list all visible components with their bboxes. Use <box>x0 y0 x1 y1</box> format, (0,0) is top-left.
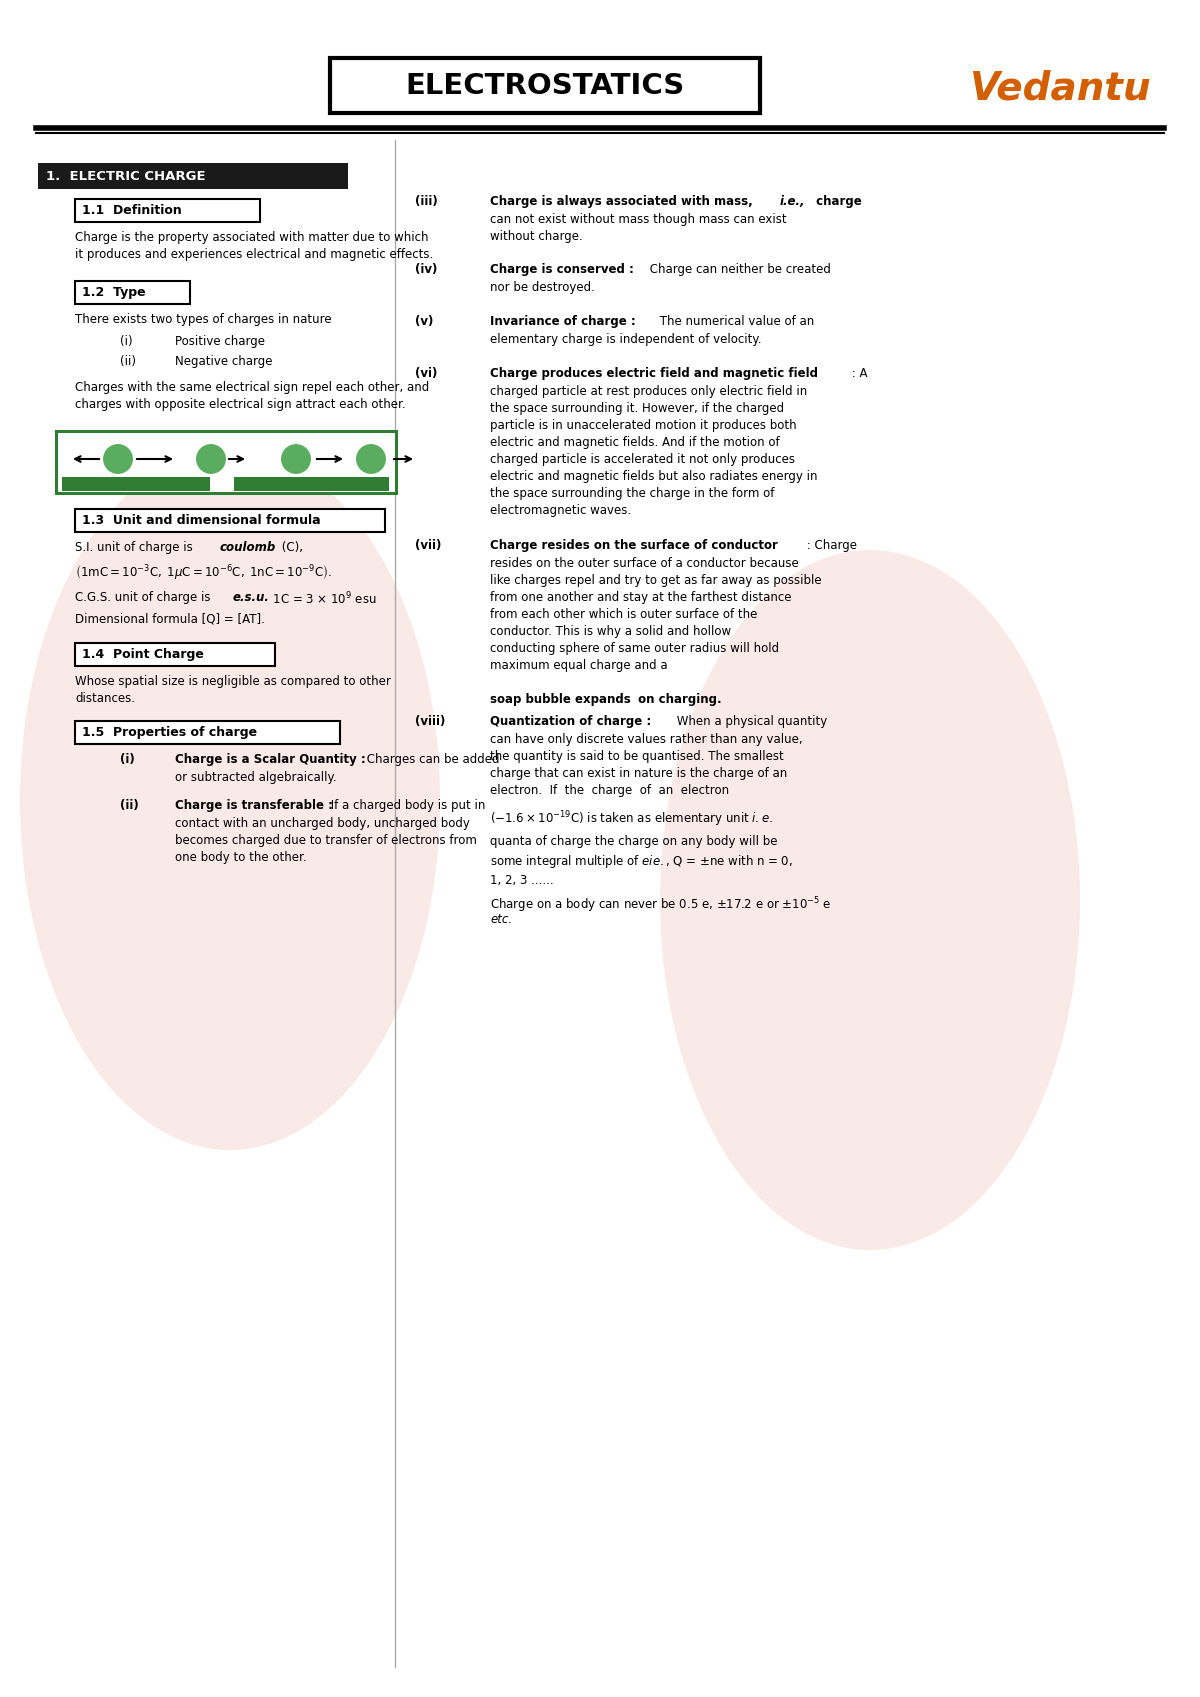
Circle shape <box>194 443 227 475</box>
Circle shape <box>355 443 386 475</box>
Text: Charge is a Scalar Quantity :: Charge is a Scalar Quantity : <box>175 753 366 765</box>
Text: C.G.S. unit of charge is: C.G.S. unit of charge is <box>74 591 215 604</box>
Text: S.I. unit of charge is: S.I. unit of charge is <box>74 541 197 553</box>
FancyBboxPatch shape <box>56 431 396 494</box>
Text: or subtracted algebraically.: or subtracted algebraically. <box>175 770 337 784</box>
Text: ELECTROSTATICS: ELECTROSTATICS <box>406 71 685 100</box>
Text: Charge on a body can never be 0.5 e, $\pm$17.2 e or $\pm10^{-5}$ e: Charge on a body can never be 0.5 e, $\p… <box>490 894 832 915</box>
Text: Charge resides on the surface of conductor: Charge resides on the surface of conduct… <box>490 540 778 552</box>
Text: (i): (i) <box>120 753 134 765</box>
Text: +: + <box>112 451 125 467</box>
Text: $\left(1\mathrm{mC}=10^{-3}\mathrm{C},\;1\mu\mathrm{C}=10^{-6}\mathrm{C},\;1\mat: $\left(1\mathrm{mC}=10^{-3}\mathrm{C},\;… <box>74 563 332 582</box>
Text: (i): (i) <box>120 334 133 348</box>
Ellipse shape <box>660 550 1080 1251</box>
Text: 1.4  Point Charge: 1.4 Point Charge <box>82 648 204 662</box>
Text: on charging.: on charging. <box>634 692 721 706</box>
Text: There exists two types of charges in nature: There exists two types of charges in nat… <box>74 312 331 326</box>
Text: etc.: etc. <box>490 913 512 927</box>
Text: $\left(-1.6\times10^{-19}\mathrm{C}\right)$ is taken as elementary unit $i.e.$: $\left(-1.6\times10^{-19}\mathrm{C}\righ… <box>490 809 773 828</box>
Text: charge: charge <box>812 195 862 209</box>
Text: The numerical value of an: The numerical value of an <box>656 316 815 328</box>
Text: (v): (v) <box>415 316 433 328</box>
Text: Charge is the property associated with matter due to which
it produces and exper: Charge is the property associated with m… <box>74 231 433 261</box>
Text: (ii): (ii) <box>120 355 136 368</box>
FancyBboxPatch shape <box>38 163 348 188</box>
Text: 1.  ELECTRIC CHARGE: 1. ELECTRIC CHARGE <box>46 170 205 183</box>
Text: : A: : A <box>848 367 868 380</box>
Text: 1.5  Properties of charge: 1.5 Properties of charge <box>82 726 257 738</box>
Ellipse shape <box>20 450 440 1151</box>
Text: coulomb: coulomb <box>220 541 276 553</box>
Text: soap bubble expands: soap bubble expands <box>490 692 631 706</box>
Text: quanta of charge the charge on any body will be
some integral multiple of $eie.$: quanta of charge the charge on any body … <box>490 835 793 888</box>
Text: 1.1  Definition: 1.1 Definition <box>82 204 181 217</box>
FancyBboxPatch shape <box>74 282 190 304</box>
FancyBboxPatch shape <box>74 721 340 743</box>
Text: (viii): (viii) <box>415 714 445 728</box>
Text: : Charge: : Charge <box>803 540 857 552</box>
Text: −: − <box>365 451 377 467</box>
Text: +: + <box>289 451 302 467</box>
Text: Charge is conserved :: Charge is conserved : <box>490 263 634 277</box>
Text: Invariance of charge :: Invariance of charge : <box>490 316 636 328</box>
Text: nor be destroyed.: nor be destroyed. <box>490 282 595 294</box>
Text: Positive charge: Positive charge <box>175 334 265 348</box>
Text: resides on the outer surface of a conductor because
like charges repel and try t: resides on the outer surface of a conduc… <box>490 557 822 672</box>
Text: (vi): (vi) <box>415 367 437 380</box>
Text: elementary charge is independent of velocity.: elementary charge is independent of velo… <box>490 333 762 346</box>
Circle shape <box>102 443 134 475</box>
Text: +: + <box>205 451 217 467</box>
Text: can have only discrete values rather than any value,
the quantity is said to be : can have only discrete values rather tha… <box>490 733 803 798</box>
Text: 1.2  Type: 1.2 Type <box>82 287 145 299</box>
Text: (iv): (iv) <box>415 263 437 277</box>
Text: contact with an uncharged body, uncharged body
becomes charged due to transfer o: contact with an uncharged body, uncharge… <box>175 816 476 864</box>
Text: (vii): (vii) <box>415 540 442 552</box>
Text: Negative charge: Negative charge <box>175 355 272 368</box>
Text: Dimensional formula [Q] = [AT].: Dimensional formula [Q] = [AT]. <box>74 613 265 626</box>
Text: (iii): (iii) <box>415 195 438 209</box>
FancyBboxPatch shape <box>62 477 210 490</box>
Text: Charge is always associated with mass,: Charge is always associated with mass, <box>490 195 757 209</box>
Text: Whose spatial size is negligible as compared to other
distances.: Whose spatial size is negligible as comp… <box>74 675 391 704</box>
Text: can not exist without mass though mass can exist
without charge.: can not exist without mass though mass c… <box>490 214 787 243</box>
Text: Charges can be added: Charges can be added <box>364 753 499 765</box>
Text: 1C = 3 $\times$ 10$^9$ esu: 1C = 3 $\times$ 10$^9$ esu <box>269 591 377 608</box>
FancyBboxPatch shape <box>74 199 260 222</box>
Text: i.e.,: i.e., <box>780 195 805 209</box>
Text: Vedantu: Vedantu <box>970 70 1151 107</box>
Text: When a physical quantity: When a physical quantity <box>673 714 827 728</box>
Text: Charge is transferable :: Charge is transferable : <box>175 799 334 811</box>
Text: 1.3  Unit and dimensional formula: 1.3 Unit and dimensional formula <box>82 514 320 528</box>
Text: Charge produces electric field and magnetic field: Charge produces electric field and magne… <box>490 367 818 380</box>
FancyBboxPatch shape <box>330 58 760 114</box>
Text: charged particle at rest produces only electric field in
the space surrounding i: charged particle at rest produces only e… <box>490 385 817 518</box>
Text: (C),: (C), <box>278 541 302 553</box>
FancyBboxPatch shape <box>234 477 389 490</box>
Text: (ii): (ii) <box>120 799 139 811</box>
Text: Charge can neither be created: Charge can neither be created <box>646 263 830 277</box>
Text: e.s.u.: e.s.u. <box>233 591 270 604</box>
Text: If a charged body is put in: If a charged body is put in <box>326 799 485 811</box>
Circle shape <box>280 443 312 475</box>
FancyBboxPatch shape <box>74 509 385 531</box>
Text: Quantization of charge :: Quantization of charge : <box>490 714 652 728</box>
FancyBboxPatch shape <box>74 643 275 665</box>
Text: Charges with the same electrical sign repel each other, and
charges with opposit: Charges with the same electrical sign re… <box>74 382 430 411</box>
